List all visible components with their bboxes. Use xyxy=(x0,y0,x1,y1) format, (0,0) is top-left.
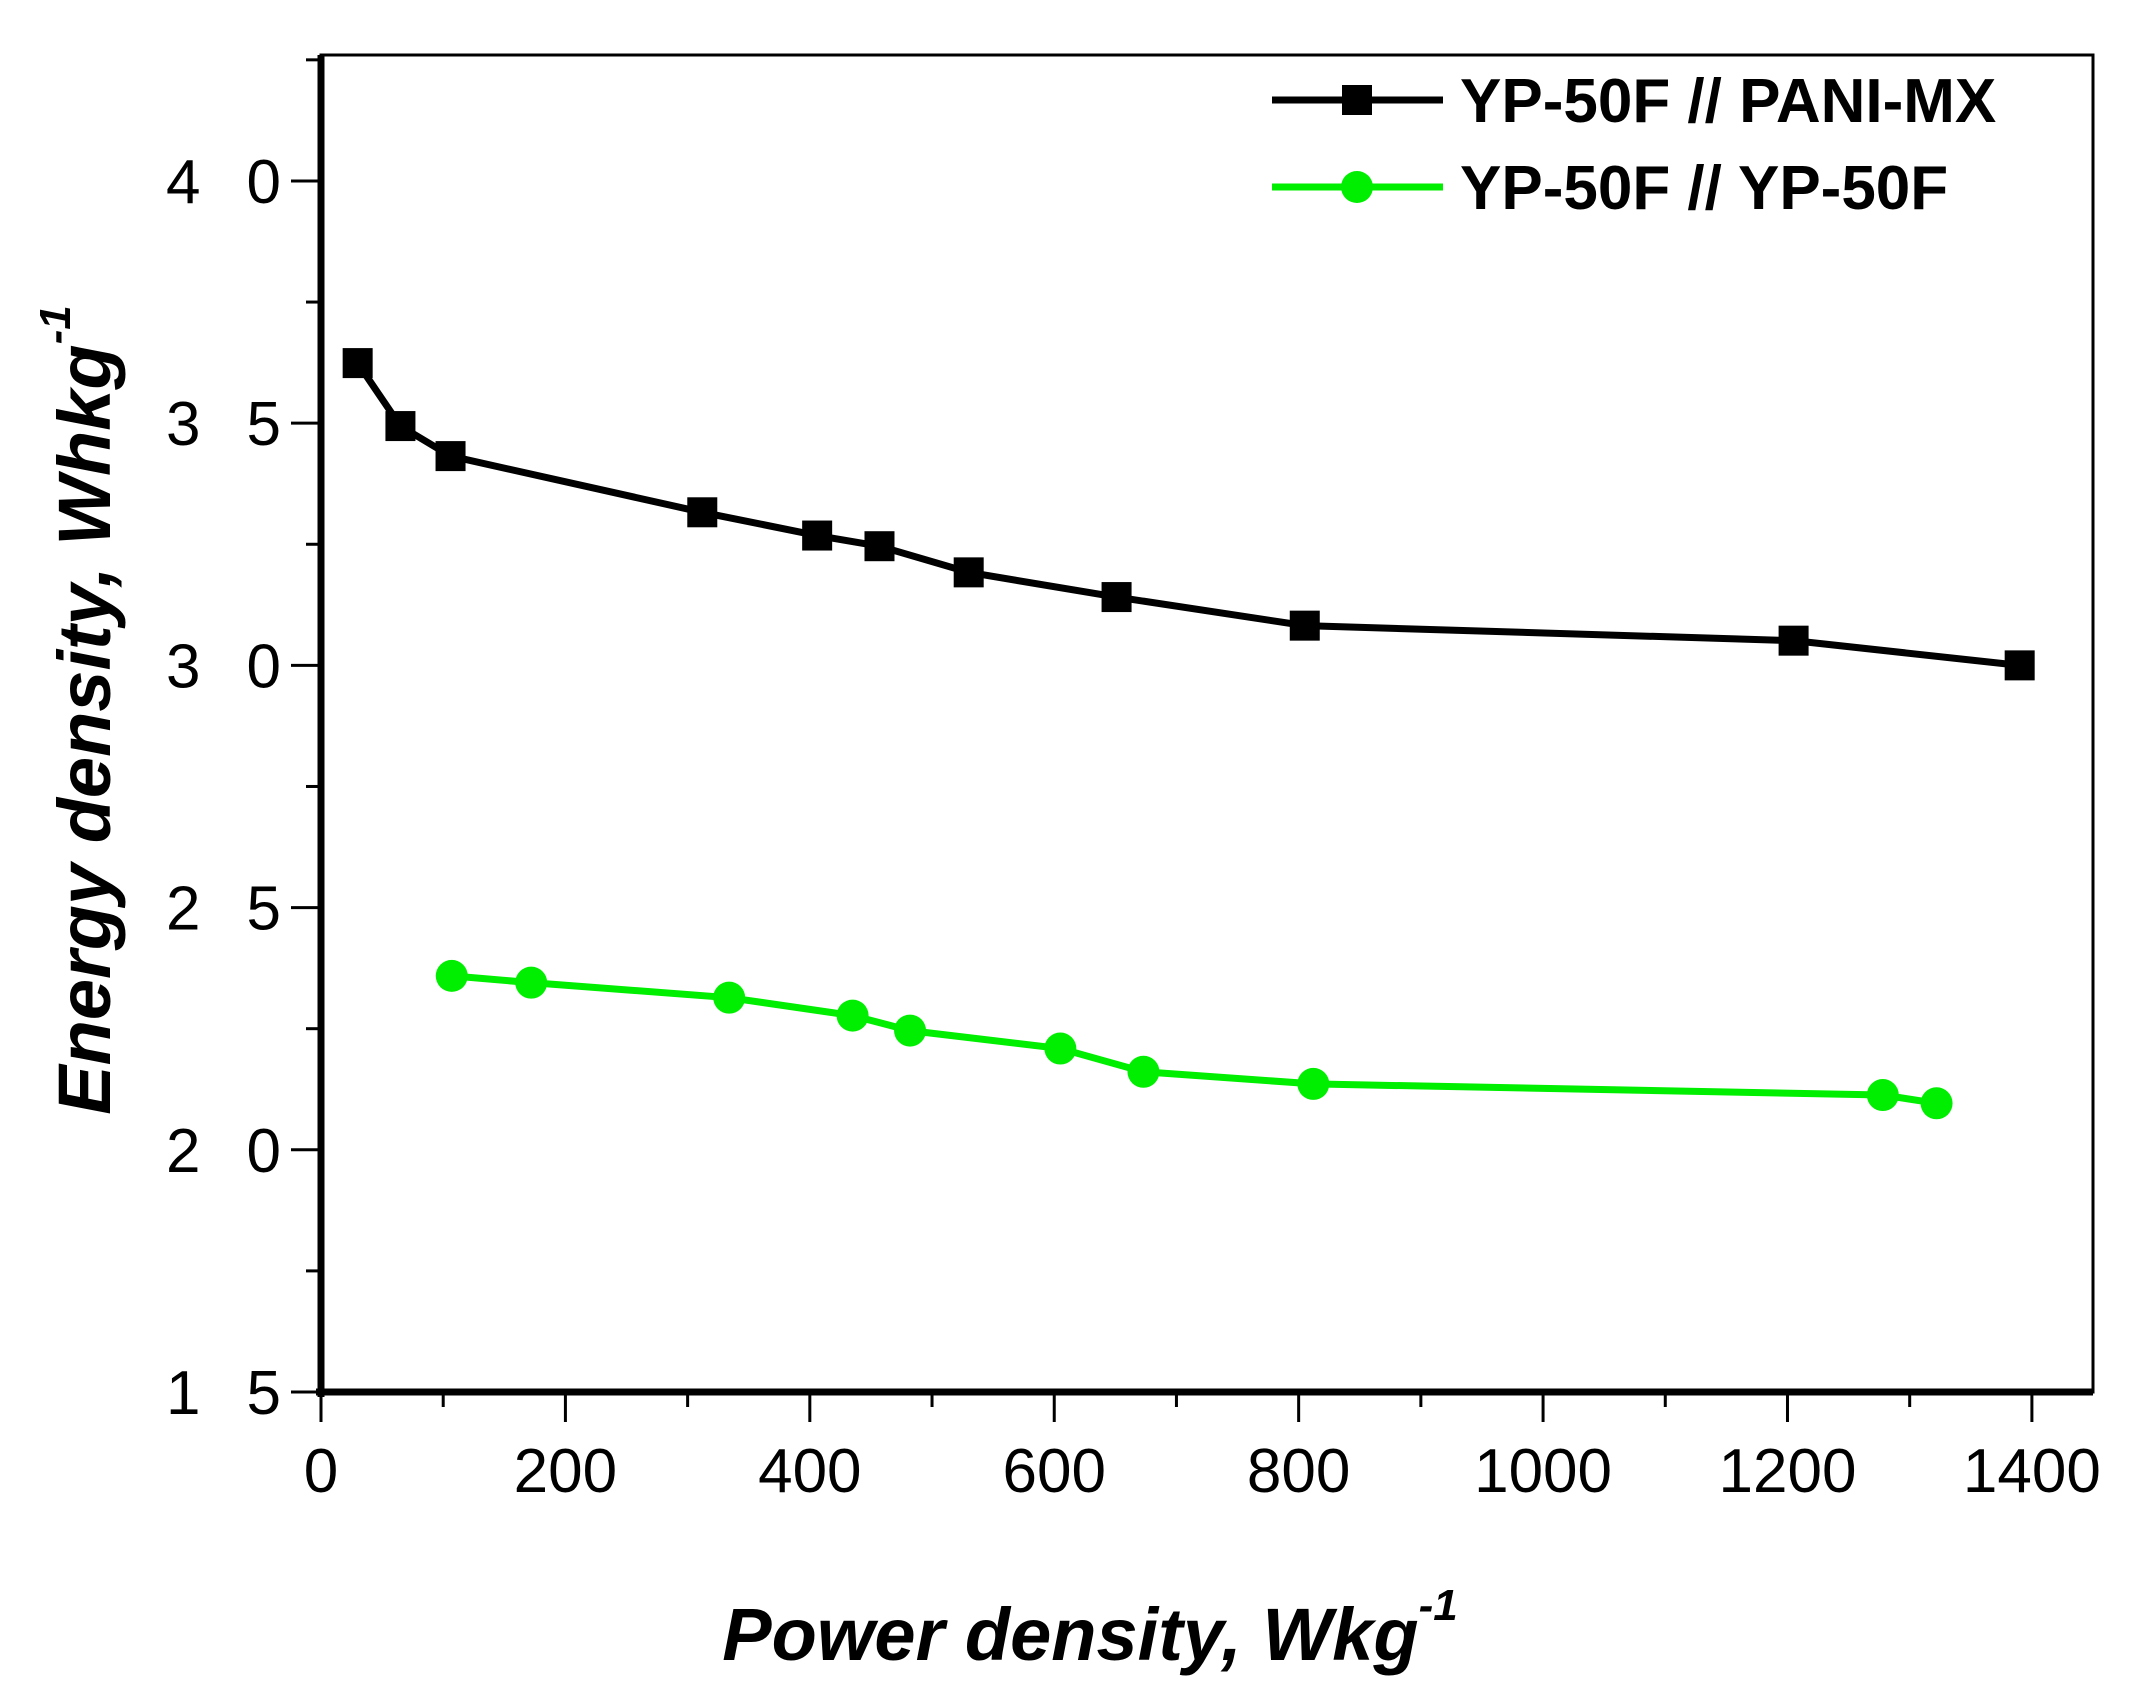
x-tick-label: 800 xyxy=(1247,1437,1350,1506)
data-point-square xyxy=(385,411,416,442)
y-tick-label: 20 xyxy=(166,1117,281,1186)
data-point-square xyxy=(1289,610,1320,641)
y-tick-label: 25 xyxy=(166,875,281,944)
data-point-square xyxy=(435,441,466,472)
data-point-square xyxy=(802,520,833,551)
legend-label-yp50f: YP-50F // YP-50F xyxy=(1460,154,1948,223)
data-point-square xyxy=(864,531,895,562)
data-series xyxy=(342,348,2035,1120)
data-point-circle xyxy=(836,999,869,1032)
x-tick-label: 400 xyxy=(758,1437,861,1506)
y-tick-label: 40 xyxy=(166,148,281,217)
data-point-circle xyxy=(435,959,468,992)
x-tick-label: 1400 xyxy=(1963,1437,2101,1506)
data-point-square xyxy=(2004,650,2035,681)
data-point-circle xyxy=(1044,1032,1077,1065)
y-axis-label: Energy density, Whkg-1 xyxy=(31,305,126,1114)
data-point-circle xyxy=(1127,1055,1160,1088)
x-tick-label: 0 xyxy=(304,1437,338,1506)
legend: YP-50F // PANI-MX YP-50F // YP-50F xyxy=(1272,67,1996,223)
y-tick-label: 30 xyxy=(166,632,281,701)
data-point-square xyxy=(687,497,718,528)
data-point-square xyxy=(1778,625,1809,656)
x-axis-label: Power density, Wkg-1 xyxy=(722,1581,1457,1676)
data-point-circle xyxy=(1297,1067,1330,1100)
x-tick-label: 1000 xyxy=(1474,1437,1612,1506)
y-tick-label: 35 xyxy=(166,390,281,459)
series-line-0 xyxy=(354,361,2021,669)
data-point-square xyxy=(953,557,984,588)
legend-label-pani: YP-50F // PANI-MX xyxy=(1460,67,1996,136)
data-point-circle xyxy=(515,966,548,999)
x-tick-label: 200 xyxy=(514,1437,617,1506)
data-point-square xyxy=(342,348,373,379)
data-point-square xyxy=(1101,582,1132,613)
y-tick-label: 15 xyxy=(166,1359,281,1428)
x-tick-label: 1200 xyxy=(1719,1437,1857,1506)
legend-marker-square xyxy=(1342,85,1372,115)
data-point-circle xyxy=(894,1014,927,1047)
data-point-circle xyxy=(713,981,746,1014)
series-line-1 xyxy=(451,972,1938,1107)
legend-marker-circle xyxy=(1341,171,1373,203)
data-point-circle xyxy=(1866,1079,1899,1112)
axis-ticks: 0 200 400 600 800 1000 1200 1400 15 20 25 30 35 40 xyxy=(166,58,2101,1506)
data-point-circle xyxy=(1920,1087,1953,1120)
plot-frame xyxy=(319,53,2095,1394)
x-tick-label: 600 xyxy=(1003,1437,1106,1506)
